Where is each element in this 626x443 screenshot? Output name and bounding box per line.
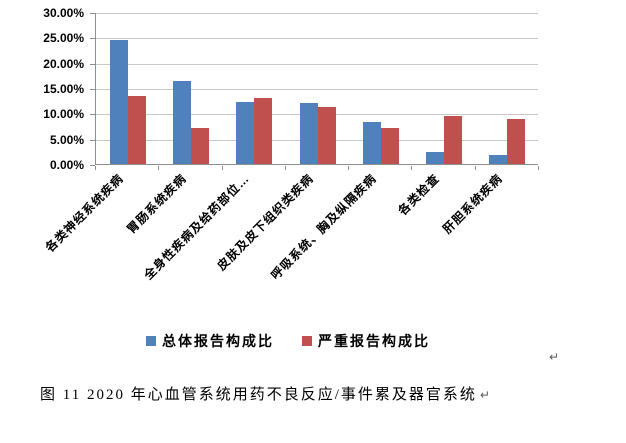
plot-area — [95, 13, 538, 165]
gridline — [96, 89, 538, 90]
y-axis-tick-label: 0.00% — [49, 158, 84, 172]
x-axis-tick — [222, 166, 223, 170]
legend-item-series0: 总体报告构成比 — [146, 331, 274, 351]
chart-legend: 总体报告构成比 严重报告构成比 — [146, 333, 430, 349]
y-axis-tick — [90, 140, 95, 141]
y-axis-tick-label: 15.00% — [43, 82, 84, 96]
y-axis-tick-label: 5.00% — [49, 132, 84, 147]
y-axis-tick — [90, 165, 95, 166]
x-axis-tick — [95, 166, 96, 170]
legend-item-series1: 严重报告构成比 — [302, 331, 430, 351]
gridline — [96, 13, 538, 14]
paragraph-return-icon: ↵ — [549, 350, 560, 364]
bar-series1-cat3 — [317, 107, 336, 164]
legend-label: 严重报告构成比 — [318, 333, 430, 349]
figure-caption: 图 11 2020 年心血管系统用药不良反应/事件累及器官系统 ↵ — [40, 383, 490, 404]
bar-series0-cat2 — [236, 102, 255, 164]
x-axis-tick — [348, 166, 349, 170]
bar-series1-cat1 — [190, 128, 209, 164]
y-axis-tick — [90, 64, 95, 65]
paragraph-return-icon: ↵ — [479, 388, 490, 402]
bar-series1-cat2 — [254, 98, 273, 164]
y-axis-tick-label: 10.00% — [43, 107, 84, 122]
y-axis-tick — [90, 114, 95, 115]
bar-series1-cat5 — [444, 116, 463, 164]
x-axis-tick — [538, 166, 539, 170]
bar-series1-cat0 — [127, 96, 146, 164]
legend-swatch-icon — [146, 336, 156, 346]
bar-series0-cat3 — [299, 103, 318, 164]
x-axis-tick — [411, 166, 412, 170]
x-axis-tick — [285, 166, 286, 170]
legend-swatch-icon — [302, 336, 312, 346]
bar-series0-cat1 — [172, 81, 191, 164]
y-axis-tick — [90, 13, 95, 14]
bar-series0-cat6 — [489, 155, 508, 164]
bar-series0-cat5 — [426, 152, 445, 164]
gridline — [96, 63, 538, 65]
bar-series1-cat4 — [380, 128, 399, 164]
x-axis-tick — [475, 166, 476, 170]
legend-label: 总体报告构成比 — [162, 333, 274, 349]
y-axis-tick-label: 25.00% — [43, 31, 84, 46]
y-axis-tick-label: 20.00% — [43, 56, 84, 71]
bar-series0-cat0 — [109, 40, 128, 164]
y-axis-tick-label: 30.00% — [43, 6, 84, 20]
y-axis-tick — [90, 38, 95, 39]
x-axis-tick — [158, 166, 159, 170]
gridline — [96, 38, 538, 40]
y-axis-tick — [90, 89, 95, 90]
bar-series0-cat4 — [362, 122, 381, 164]
caption-text: 图 11 2020 年心血管系统用药不良反应/事件累及器官系统 — [40, 387, 477, 403]
bar-series1-cat6 — [507, 119, 526, 164]
